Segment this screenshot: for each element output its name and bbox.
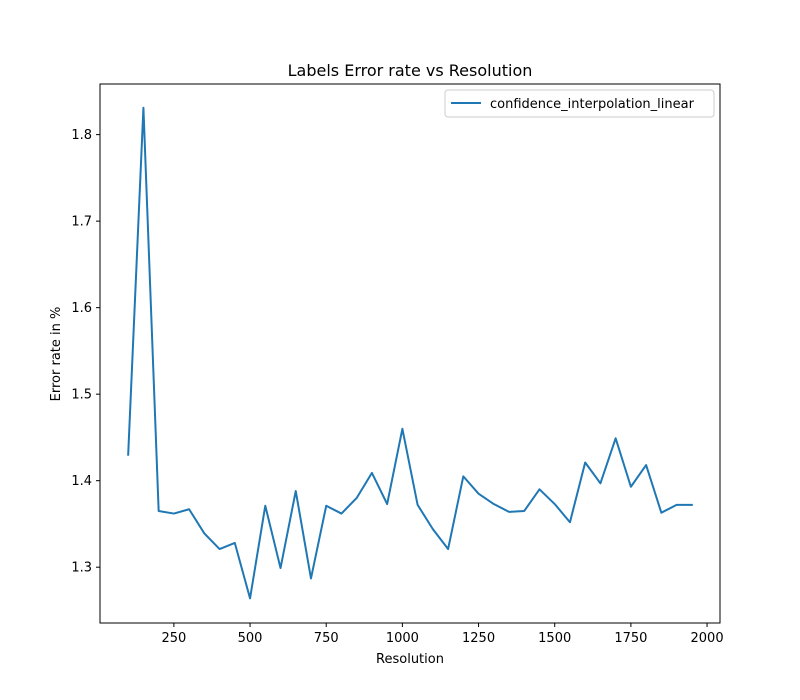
x-tick-label: 750 <box>314 631 339 646</box>
y-axis-label: Error rate in % <box>49 307 64 402</box>
legend-label: confidence_interpolation_linear <box>490 97 695 112</box>
x-tick-label: 500 <box>238 631 263 646</box>
x-tick-label: 1250 <box>462 631 495 646</box>
y-tick-label: 1.7 <box>71 215 92 230</box>
x-axis-label: Resolution <box>376 652 444 667</box>
plot-frame <box>99 83 721 624</box>
legend: confidence_interpolation_linear <box>444 89 715 118</box>
y-tick-label: 1.3 <box>71 561 92 576</box>
x-tick-label: 1500 <box>538 631 571 646</box>
plot-area <box>100 84 720 623</box>
x-tick-label: 1750 <box>614 631 647 646</box>
x-tick-label: 1000 <box>386 631 419 646</box>
series-group <box>127 106 693 600</box>
x-tick-label: 250 <box>161 631 186 646</box>
chart-title: Labels Error rate vs Resolution <box>288 61 533 80</box>
y-tick-label: 1.4 <box>71 474 92 489</box>
y-tick-label: 1.5 <box>71 388 92 403</box>
y-tick-label: 1.8 <box>71 128 92 143</box>
series-line <box>127 106 693 600</box>
legend-box <box>444 89 715 118</box>
x-tick-label: 2000 <box>691 631 724 646</box>
axis-ticks: 250 500 750 1000 1250 1500 1750 2000 1.3 1.4 1.5 1.… <box>71 128 723 646</box>
y-tick-label: 1.6 <box>71 301 92 316</box>
